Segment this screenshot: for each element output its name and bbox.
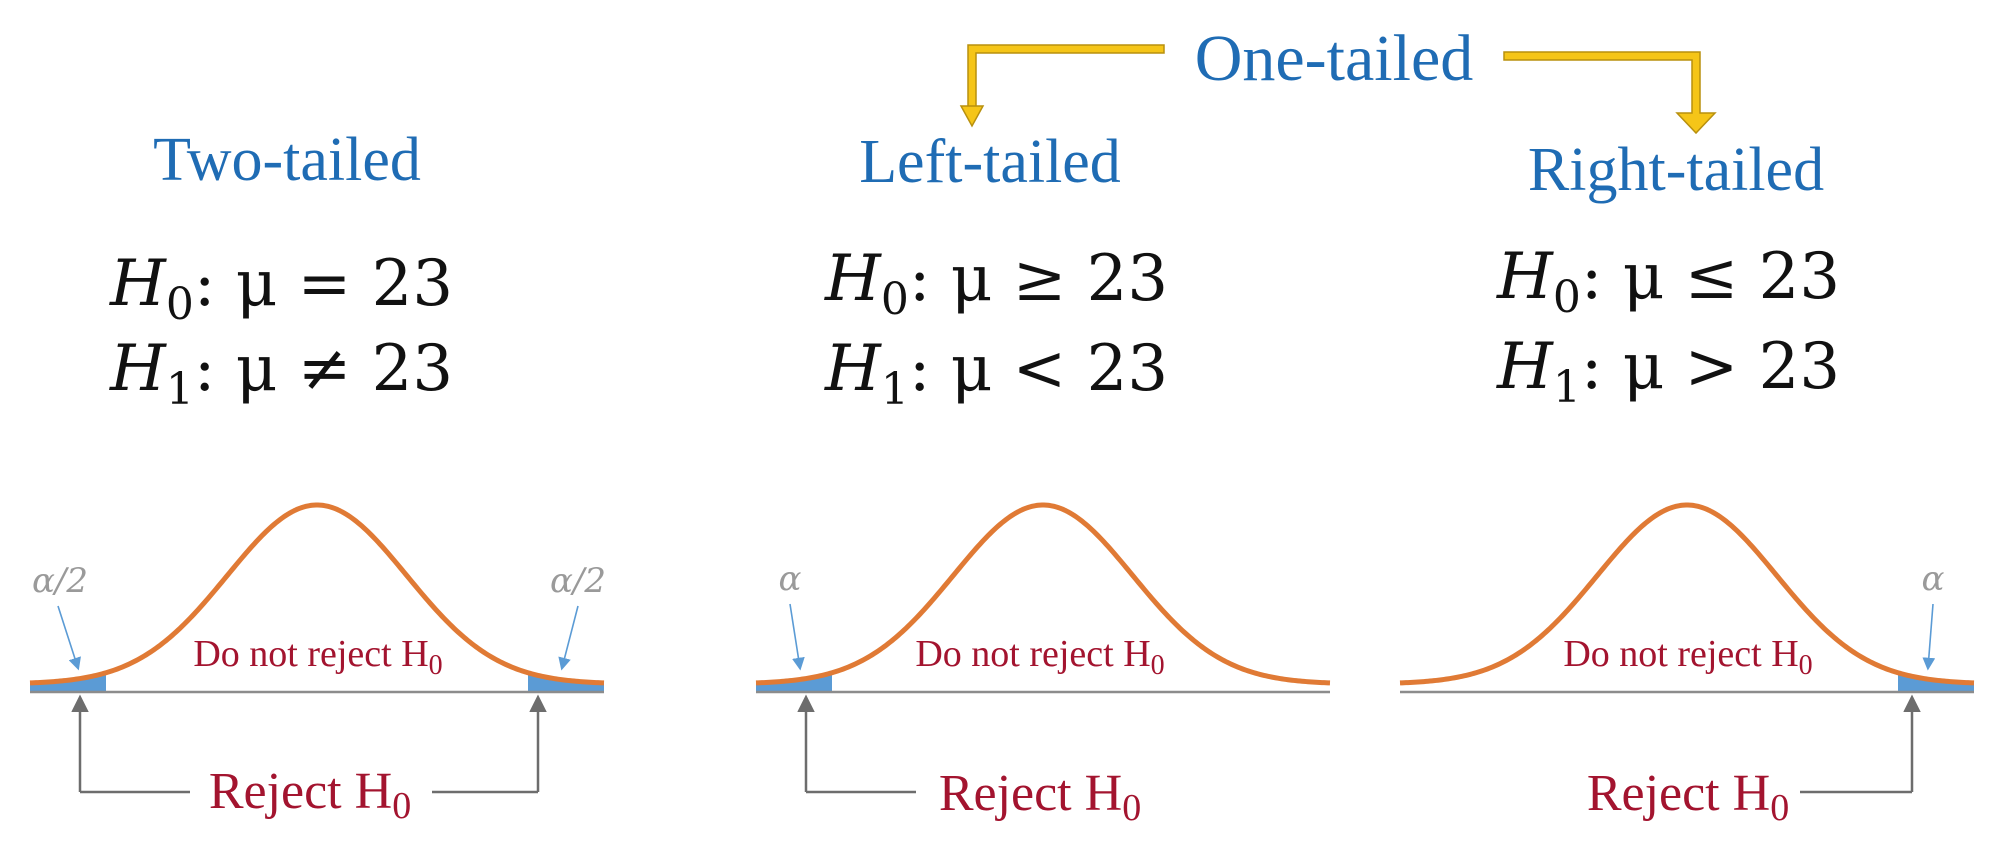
alpha-label: α	[779, 559, 802, 599]
bell-curve	[755, 502, 1331, 686]
gold-arrow-left	[959, 44, 1165, 128]
do-not-reject-label: Do not reject H0	[915, 633, 1164, 681]
h0-symbol: H	[824, 242, 882, 316]
alpha-label: α	[1922, 559, 1945, 599]
bell-curve	[29, 502, 605, 686]
alternative-hypothesis: H1: μ ≠ 23	[109, 332, 453, 415]
panel-title: Left-tailed	[859, 128, 1121, 196]
distribution-graphic	[29, 502, 605, 694]
do-not-reject-sub: 0	[429, 650, 443, 681]
h0-subscript: 0	[166, 279, 194, 330]
one-tailed-group: One-tailed	[959, 22, 1717, 135]
one-tailed-title: One-tailed	[1195, 22, 1474, 95]
bell-curve	[1399, 502, 1975, 686]
do-not-reject-text: Do not reject H	[193, 633, 428, 675]
do-not-reject-sub: 0	[1151, 650, 1165, 681]
alpha-arrow	[1922, 603, 1936, 671]
null-hypothesis: H0: μ ≥ 23	[824, 242, 1168, 325]
h0-expression: : μ = 23	[194, 247, 453, 321]
h0-symbol: H	[1496, 240, 1554, 314]
h1-symbol: H	[109, 332, 167, 406]
h1-expression: : μ < 23	[909, 332, 1168, 406]
do-not-reject-text: Do not reject H	[915, 633, 1150, 675]
h1-symbol: H	[1496, 330, 1554, 404]
h1-subscript: 1	[881, 364, 909, 415]
h1-expression: : μ ≠ 23	[194, 332, 453, 406]
h0-symbol: H	[109, 247, 167, 321]
reject-label: Reject H0	[1587, 765, 1789, 829]
h1-symbol: H	[824, 332, 882, 406]
panel-right-tailed: Right-tailed H0: μ ≤ 23 H1: μ > 23 α Do …	[1399, 136, 1975, 829]
h1-subscript: 1	[1553, 362, 1581, 413]
h1-expression: : μ > 23	[1581, 330, 1840, 404]
reject-text: Reject H	[209, 763, 392, 820]
panel-left-tailed: Left-tailed H0: μ ≥ 23 H1: μ < 23 α Do n…	[755, 128, 1331, 829]
panel-title: Right-tailed	[1528, 136, 1824, 204]
h0-subscript: 0	[881, 274, 909, 325]
h1-subscript: 1	[166, 364, 194, 415]
reject-label: Reject H0	[939, 765, 1141, 829]
panel-title: Two-tailed	[153, 126, 421, 194]
do-not-reject-label: Do not reject H0	[1563, 633, 1812, 681]
distribution-graphic	[1399, 502, 1975, 694]
alternative-hypothesis: H1: μ < 23	[824, 332, 1168, 415]
null-hypothesis: H0: μ ≤ 23	[1496, 240, 1840, 323]
reject-sub: 0	[1770, 787, 1789, 829]
do-not-reject-text: Do not reject H	[1563, 633, 1798, 675]
h0-expression: : μ ≥ 23	[909, 242, 1168, 316]
reject-text: Reject H	[939, 765, 1122, 822]
do-not-reject-sub: 0	[1799, 650, 1813, 681]
h0-subscript: 0	[1553, 272, 1581, 323]
null-hypothesis: H0: μ = 23	[109, 247, 453, 330]
reject-label: Reject H0	[209, 763, 411, 827]
distribution-graphic	[755, 502, 1331, 694]
alpha-arrow	[789, 603, 805, 671]
panel-two-tailed: Two-tailed H0: μ = 23 H1: μ ≠ 23 α/2 α/2…	[29, 126, 606, 827]
h0-expression: : μ ≤ 23	[1581, 240, 1840, 314]
alpha-label-right: α/2	[550, 561, 606, 601]
alternative-hypothesis: H1: μ > 23	[1496, 330, 1840, 413]
reject-sub: 0	[392, 785, 411, 827]
gold-arrow-right	[1503, 51, 1717, 135]
alpha-arrow-left	[57, 605, 81, 671]
alpha-arrow-right	[558, 605, 579, 671]
do-not-reject-label: Do not reject H0	[193, 633, 442, 681]
reject-text: Reject H	[1587, 765, 1770, 822]
alpha-label-left: α/2	[32, 561, 88, 601]
reject-sub: 0	[1122, 787, 1141, 829]
